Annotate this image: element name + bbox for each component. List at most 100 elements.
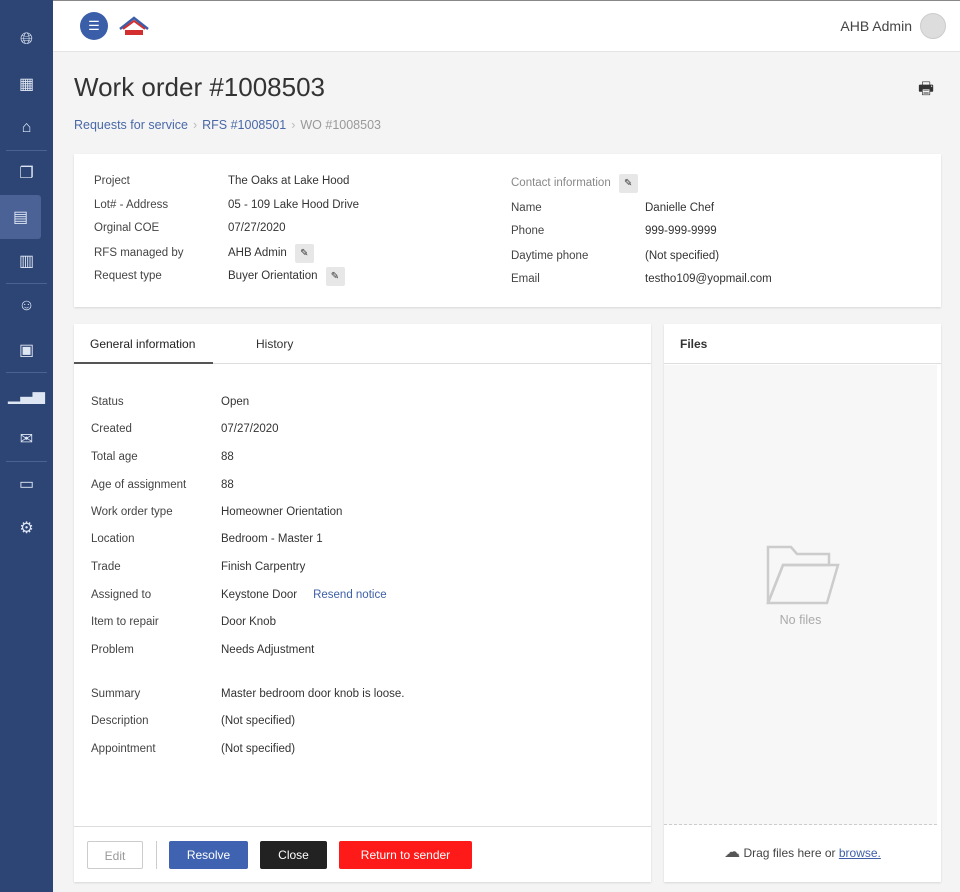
detail-row: Description (Not specified) — [91, 711, 295, 731]
close-button[interactable]: Close — [260, 841, 327, 869]
summary-value: AHB Admin — [228, 247, 287, 259]
detail-value: Door Knob — [221, 616, 276, 628]
chart-icon[interactable]: ▁▃▅ — [8, 387, 45, 404]
detail-label: Problem — [91, 644, 134, 656]
sidebar: 🌐︎ ▦ ⌂ ❐ ▤ ▥ ☺︎ ▣ ▁▃▅ ✉ ▭ ⚙ — [0, 0, 53, 892]
resolve-button[interactable]: Resolve — [169, 841, 248, 869]
summary-card: Project The Oaks at Lake Hood Lot# - Addre… — [74, 154, 941, 307]
user-icon[interactable]: ☺︎ — [18, 297, 35, 314]
contact-label: Name — [511, 202, 542, 214]
summary-row: RFS managed by AHB Admin ✎ — [94, 243, 314, 263]
documents-icon[interactable]: ❐ — [19, 165, 34, 182]
summary-label: Orginal COE — [94, 222, 160, 234]
divider — [6, 372, 47, 373]
contact-value: testho109@yopmail.com — [645, 273, 772, 285]
contact-row: Phone 999-999-9999 — [511, 221, 717, 241]
divider — [6, 283, 47, 284]
return-to-sender-button[interactable]: Return to sender — [339, 841, 472, 869]
detail-label: Description — [91, 715, 149, 727]
detail-row: Appointment (Not specified) — [91, 739, 295, 759]
tab-general-information[interactable]: General information — [74, 324, 213, 364]
detail-row: Age of assignment 88 — [91, 475, 234, 495]
detail-label: Age of assignment — [91, 479, 187, 491]
detail-value: Needs Adjustment — [221, 644, 315, 656]
home-icon[interactable]: ⌂ — [21, 119, 32, 136]
upload-prompt: ☁ Drag files here or browse. — [664, 842, 941, 862]
no-files-text: No files — [779, 613, 822, 627]
summary-value: 05 - 109 Lake Hood Drive — [228, 199, 360, 211]
detail-value: (Not specified) — [221, 743, 296, 755]
action-bar: Edit Resolve Close Return to sender — [74, 826, 651, 882]
globe-icon[interactable]: 🌐︎ — [20, 31, 33, 48]
detail-row: Total age 88 — [91, 447, 234, 467]
detail-label: Assigned to — [91, 589, 152, 601]
drag-text: Drag files here or — [743, 846, 836, 860]
breadcrumb-current: WO #1008503 — [300, 118, 381, 132]
detail-value: 07/27/2020 — [221, 423, 279, 435]
settings-icon[interactable]: ⚙ — [19, 520, 34, 537]
detail-label: Total age — [91, 451, 138, 463]
browse-link[interactable]: browse. — [838, 846, 881, 860]
page-title: Work order #1008503 — [74, 72, 326, 102]
document-icon[interactable]: ▤ — [0, 195, 41, 239]
contact-value: (Not specified) — [645, 250, 720, 262]
summary-row: Request type Buyer Orientation ✎ — [94, 266, 345, 286]
summary-row: Project The Oaks at Lake Hood — [94, 171, 349, 191]
print-icon[interactable]: 🖶 — [917, 79, 934, 98]
edit-contact-pencil-icon[interactable]: ✎ — [618, 173, 638, 193]
detail-label: Summary — [91, 688, 141, 700]
detail-row: Status Open — [91, 392, 249, 412]
video-icon[interactable]: ▭ — [18, 476, 35, 493]
calculator-icon[interactable]: ▦ — [18, 76, 35, 93]
dashboard-icon[interactable]: ▣ — [18, 342, 35, 359]
user-name: AHB Admin — [840, 18, 912, 34]
top-bar: ☰ AHB Admin — [53, 0, 960, 52]
edit-pencil-icon[interactable]: ✎ — [325, 266, 345, 286]
breadcrumb-rfs[interactable]: RFS #1008501 — [202, 118, 287, 132]
mail-icon[interactable]: ✉ — [19, 431, 34, 448]
detail-value: Finish Carpentry — [221, 561, 306, 573]
detail-value: Master bedroom door knob is loose. — [221, 688, 405, 700]
edit-button[interactable]: Edit — [87, 841, 143, 869]
menu-button[interactable]: ☰ — [80, 12, 108, 40]
files-title: Files — [664, 324, 941, 364]
detail-label: Location — [91, 533, 135, 545]
clipboard-icon[interactable]: ▥ — [18, 253, 35, 270]
detail-row: Summary Master bedroom door knob is loose… — [91, 684, 404, 704]
detail-value: Keystone Door — [221, 589, 298, 601]
detail-row: Item to repair Door Knob — [91, 612, 276, 632]
detail-value: 88 — [221, 479, 234, 491]
breadcrumb-requests[interactable]: Requests for service — [74, 118, 188, 132]
detail-row: Trade Finish Carpentry — [91, 557, 305, 577]
detail-label: Appointment — [91, 743, 156, 755]
summary-label: Request type — [94, 270, 162, 282]
detail-label: Status — [91, 396, 124, 408]
summary-value: The Oaks at Lake Hood — [228, 175, 350, 187]
breadcrumb: Requests for service › RFS #1008501 › WO #10… — [74, 118, 381, 132]
summary-label: RFS managed by — [94, 247, 184, 259]
detail-label: Item to repair — [91, 616, 159, 628]
edit-pencil-icon[interactable]: ✎ — [294, 243, 314, 263]
company-logo — [119, 16, 149, 35]
detail-row: Problem Needs Adjustment — [91, 640, 314, 660]
detail-value: Homeowner Orientation — [221, 506, 343, 518]
contact-label: Daytime phone — [511, 250, 589, 262]
folder-icon — [766, 545, 840, 605]
contact-value: Danielle Chef — [645, 202, 715, 214]
contact-label: Phone — [511, 225, 545, 237]
contact-value: 999-999-9999 — [645, 225, 717, 237]
cloud-upload-icon: ☁ — [724, 844, 741, 861]
detail-row: Work order type Homeowner Orientation — [91, 502, 342, 522]
summary-row: Orginal COE 07/27/2020 — [94, 218, 286, 238]
summary-value: Buyer Orientation — [228, 270, 318, 282]
detail-value: Open — [221, 396, 250, 408]
user-menu[interactable]: AHB Admin — [840, 13, 946, 39]
tab-history[interactable]: History — [256, 337, 294, 351]
divider — [156, 841, 157, 869]
resend-notice-link[interactable]: Resend notice — [313, 589, 387, 601]
detail-label: Trade — [91, 561, 121, 573]
file-drop-zone[interactable]: No files — [664, 365, 937, 825]
divider — [6, 461, 47, 462]
detail-value: 88 — [221, 451, 234, 463]
contact-row: Daytime phone (Not specified) — [511, 246, 719, 266]
